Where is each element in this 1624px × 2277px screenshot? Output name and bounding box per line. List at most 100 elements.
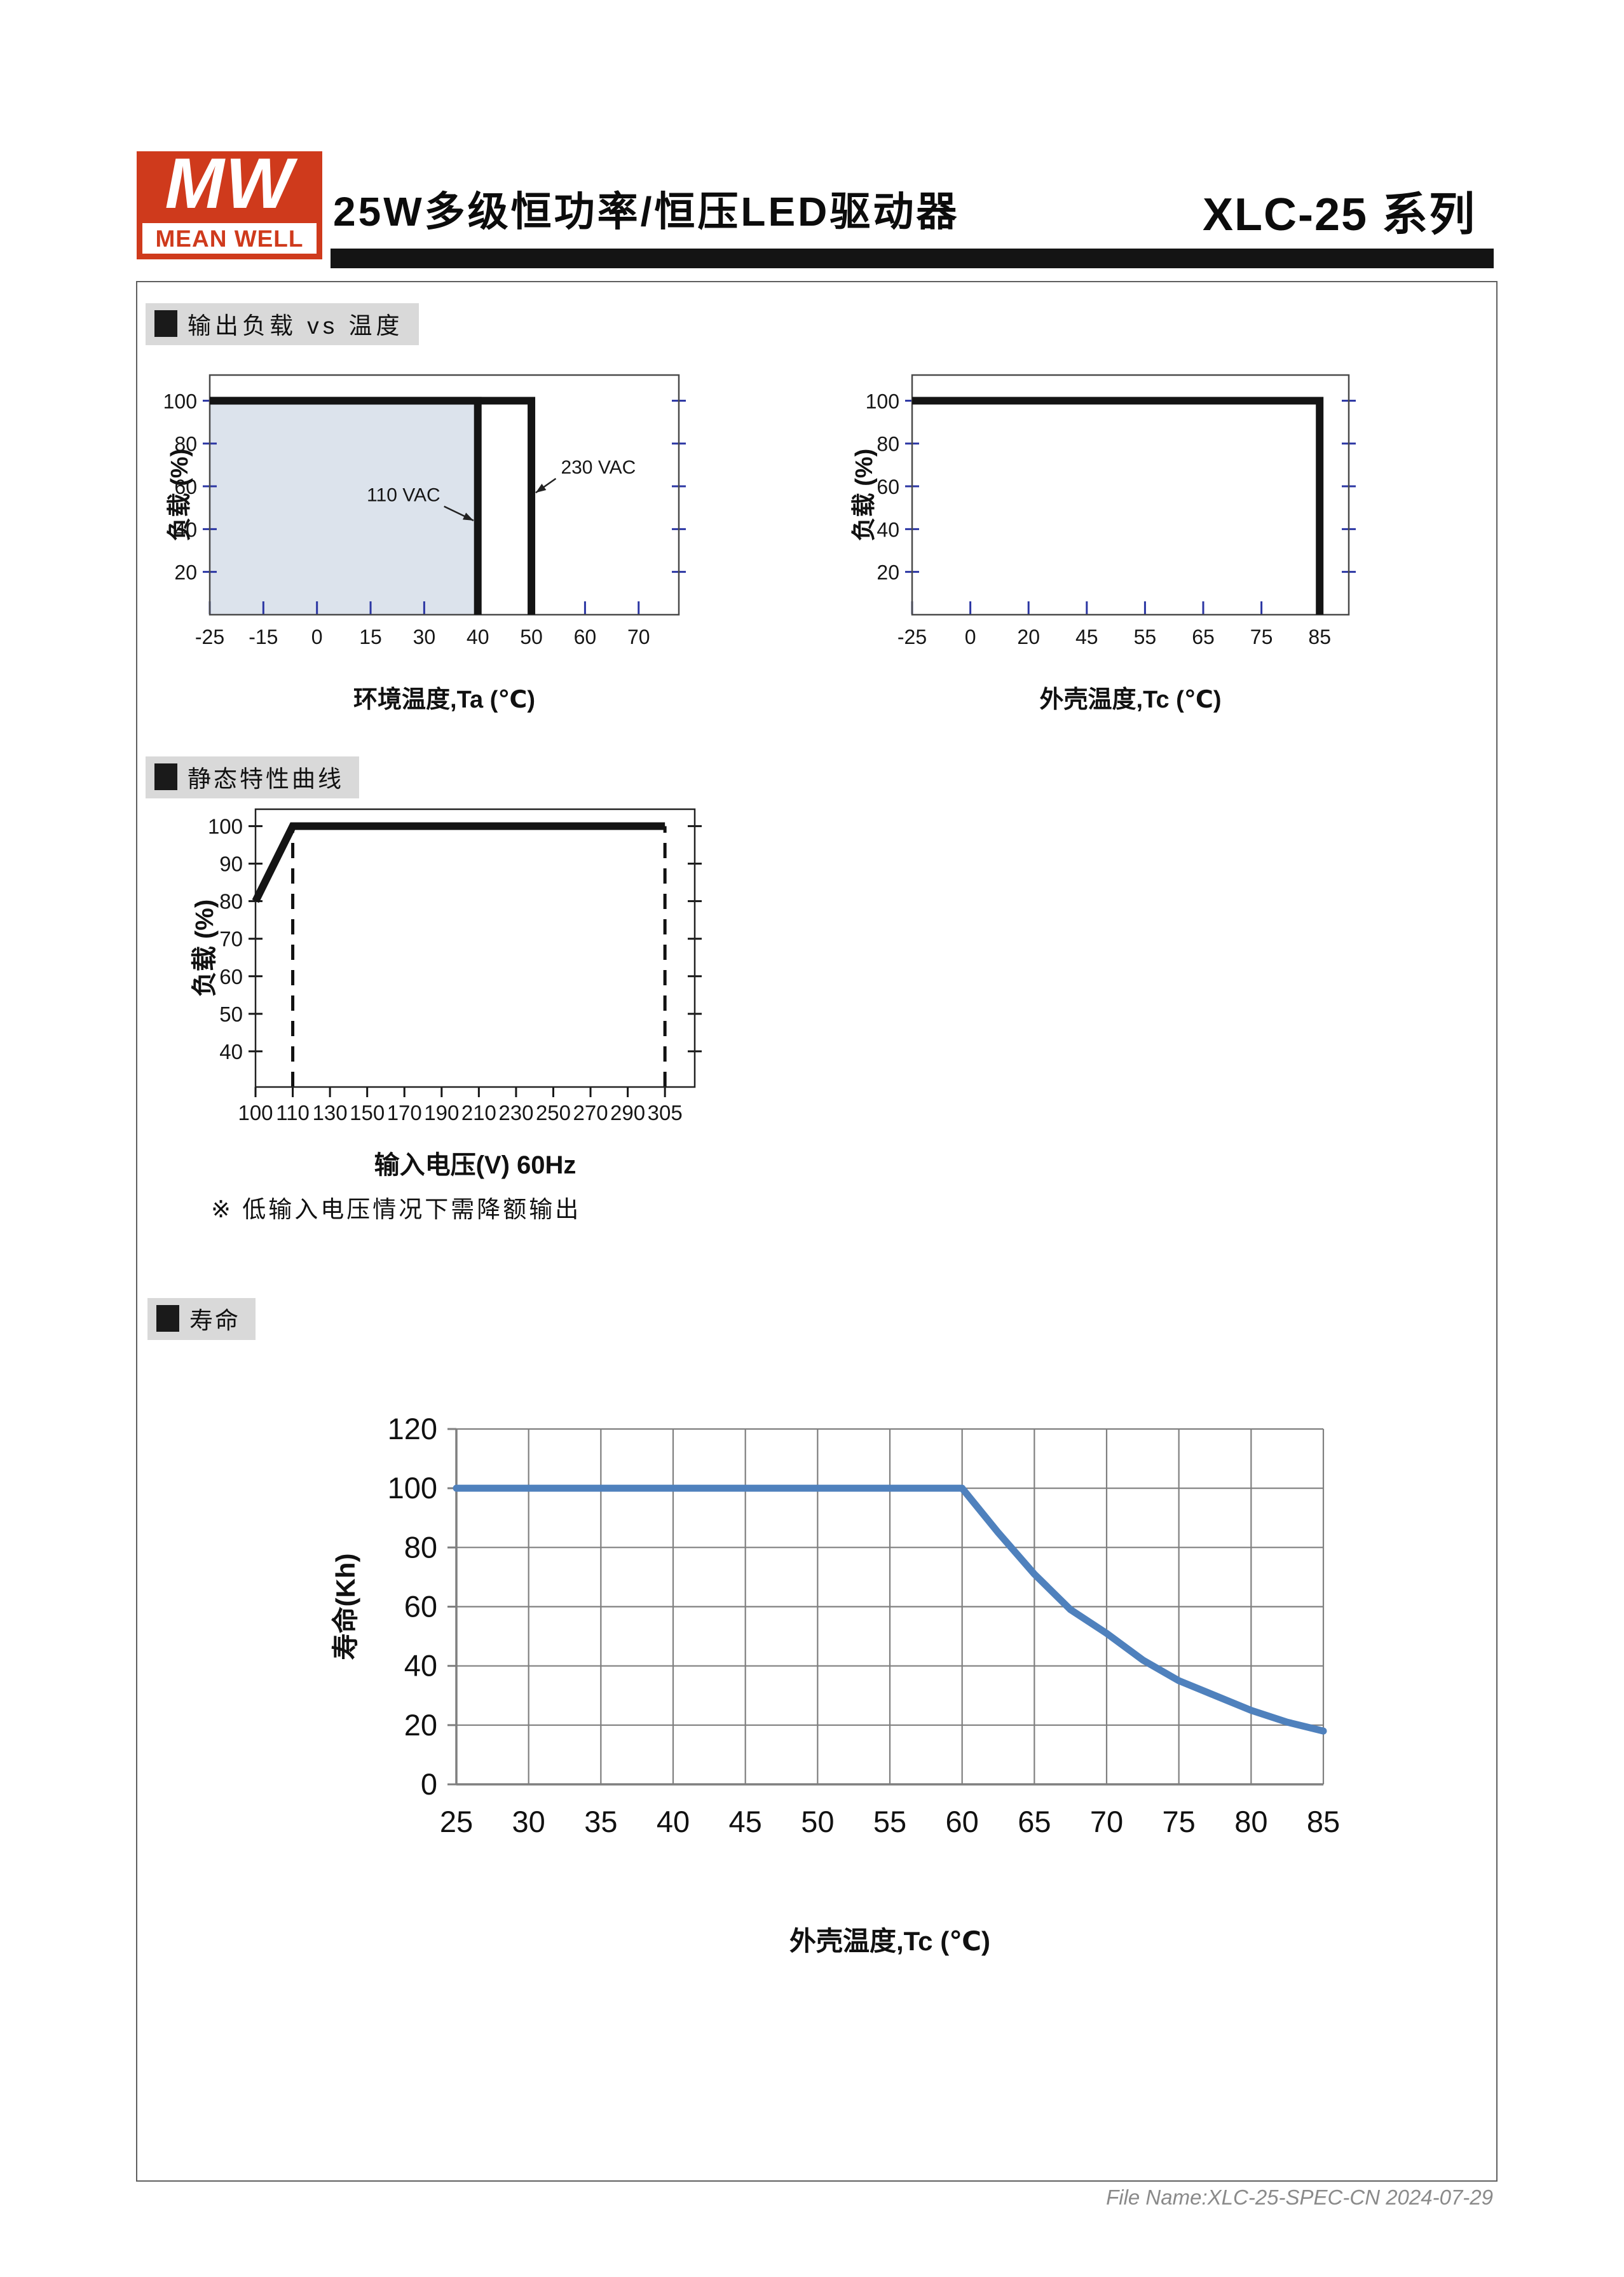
y-tick-label: 90 <box>219 852 243 876</box>
plot-frame <box>208 374 680 616</box>
x-tick-label: -25 <box>195 626 224 648</box>
series-title: XLC-25 系列 <box>1203 189 1477 240</box>
curve-load <box>912 397 1324 615</box>
x-tick-label: 100 <box>238 1101 273 1125</box>
y-tick-label: 60 <box>404 1590 437 1624</box>
x-tick-label: 0 <box>965 626 976 648</box>
y-tick-label: 100 <box>388 1471 437 1505</box>
x-tick-label: 190 <box>424 1101 459 1125</box>
y-tick-label: 40 <box>877 518 899 541</box>
annotation-arrowhead-icon <box>462 512 474 521</box>
content-border-box <box>136 281 1498 2182</box>
x-tick-label: 60 <box>574 626 597 648</box>
x-tick-label: 65 <box>1018 1805 1051 1838</box>
x-tick-label: 150 <box>350 1101 385 1125</box>
x-tick-label: 80 <box>1234 1805 1267 1838</box>
logo-mw-monogram: MW <box>165 144 294 223</box>
x-tick-label: 210 <box>461 1101 496 1125</box>
mean-well-logo: MW MEAN WELL <box>137 144 322 259</box>
x-tick-label: 65 <box>1192 626 1215 648</box>
y-axis-label: 负载 (%) <box>851 449 878 542</box>
x-tick-label: 0 <box>311 626 323 648</box>
y-tick-label: 20 <box>404 1708 437 1742</box>
x-tick-label: 70 <box>627 626 650 648</box>
y-tick-label: 80 <box>174 433 197 456</box>
x-tick-label: 75 <box>1250 626 1273 648</box>
x-tick-label: 170 <box>387 1101 422 1125</box>
y-tick-label: 100 <box>163 390 197 413</box>
section-label: 寿命 <box>189 1308 240 1334</box>
section-header-lifetime: 寿命 <box>147 1298 256 1340</box>
x-tick-label: 270 <box>573 1101 608 1125</box>
x-tick-label: 60 <box>946 1805 979 1838</box>
x-axis-label: 外壳温度,Tc (℃) <box>1040 687 1222 713</box>
section-label: 输出负载 vs 温度 <box>188 313 404 339</box>
y-tick-label: 80 <box>219 890 243 913</box>
y-tick-label: 80 <box>404 1530 437 1564</box>
derating-shaded-region <box>210 400 478 615</box>
curve-load <box>252 822 665 903</box>
x-tick-label: 35 <box>584 1805 617 1838</box>
x-tick-label: 20 <box>1017 626 1040 648</box>
page-title: 25W多级恒功率/恒压LED驱动器 <box>333 189 960 235</box>
y-tick-label: 60 <box>174 475 197 498</box>
y-tick-label: 20 <box>877 561 899 584</box>
x-tick-label: 40 <box>657 1805 690 1838</box>
title-underline-bar <box>331 249 1494 268</box>
x-tick-label: 130 <box>313 1101 348 1125</box>
y-tick-label: 40 <box>404 1649 437 1683</box>
annotation-arrowhead-icon <box>535 484 547 493</box>
y-tick-label: 20 <box>174 561 197 584</box>
x-tick-label: 40 <box>467 626 489 648</box>
x-tick-label: 55 <box>873 1805 906 1838</box>
y-tick-label: 120 <box>388 1412 437 1446</box>
y-tick-label: 60 <box>219 965 243 988</box>
x-tick-label: -15 <box>249 626 278 648</box>
logo-brand-text: MEAN WELL <box>142 223 317 254</box>
x-tick-label: 75 <box>1163 1805 1196 1838</box>
y-tick-label: 40 <box>174 518 197 541</box>
x-tick-label: 305 <box>648 1101 683 1125</box>
y-axis-label: 负载 (%) <box>191 899 219 997</box>
section-header-static-characteristic: 静态特性曲线 <box>146 756 359 798</box>
chart-load-vs-case-temperature: 20 40 60 80 100 -25 0 20 45 55 65 75 85 外壳温度,Tc (℃) 负载… <box>851 374 1356 713</box>
section-label: 静态特性曲线 <box>188 766 344 792</box>
x-tick-label: -25 <box>897 626 927 648</box>
section-bullet-icon <box>156 1305 179 1332</box>
y-tick-label: 40 <box>219 1040 243 1063</box>
curve-annotation: 110 VAC <box>367 485 440 506</box>
x-axis-label: 输入电压(V) 60Hz <box>374 1151 577 1179</box>
x-tick-label: 45 <box>1075 626 1098 648</box>
chart-load-vs-ambient-temperature: 20 40 60 80 100 -25 -15 0 15 30 40 50 60 70 110 VAC 230… <box>163 374 686 713</box>
y-axis-label: 寿命(Kh) <box>331 1554 360 1660</box>
x-tick-label: 50 <box>801 1805 834 1838</box>
curve-230-vac <box>210 397 536 615</box>
y-tick-label: 60 <box>877 475 899 498</box>
file-name-footer: File Name:XLC-25-SPEC-CN 2024-07-29 <box>1106 2185 1493 2209</box>
x-tick-label: 110 <box>276 1101 310 1125</box>
y-tick-label: 0 <box>421 1767 437 1801</box>
y-tick-label: 100 <box>208 815 243 838</box>
section-header-output-load-vs-temp: 输出负载 vs 温度 <box>146 303 419 345</box>
x-axis-label: 环境温度,Ta (℃) <box>353 687 535 713</box>
x-tick-label: 250 <box>536 1101 571 1125</box>
x-tick-label: 55 <box>1134 626 1157 648</box>
y-axis-label: 负载 (%) <box>167 449 193 542</box>
derating-note: ※ 低输入电压情况下需降额输出 <box>211 1196 582 1222</box>
x-tick-label: 230 <box>498 1101 533 1125</box>
x-tick-label: 15 <box>359 626 382 648</box>
y-tick-label: 80 <box>877 433 899 456</box>
plot-frame <box>254 808 696 1088</box>
y-tick-label: 50 <box>219 1002 243 1026</box>
x-tick-label: 45 <box>729 1805 762 1838</box>
life-curve <box>453 1484 1327 1735</box>
curve-annotation: 230 VAC <box>561 457 636 478</box>
x-axis-label: 外壳温度,Tc (℃) <box>789 1926 990 1956</box>
section-bullet-icon <box>154 763 177 790</box>
x-tick-label: 30 <box>512 1805 545 1838</box>
x-tick-label: 85 <box>1307 1805 1340 1838</box>
y-tick-label: 100 <box>866 390 899 413</box>
y-tick-label: 70 <box>219 927 243 951</box>
plot-frame <box>911 374 1350 616</box>
